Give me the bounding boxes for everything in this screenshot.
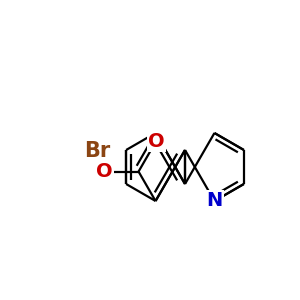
Text: Br: Br bbox=[84, 141, 110, 161]
Text: O: O bbox=[96, 162, 113, 181]
Text: O: O bbox=[148, 132, 165, 151]
Text: N: N bbox=[206, 191, 223, 211]
